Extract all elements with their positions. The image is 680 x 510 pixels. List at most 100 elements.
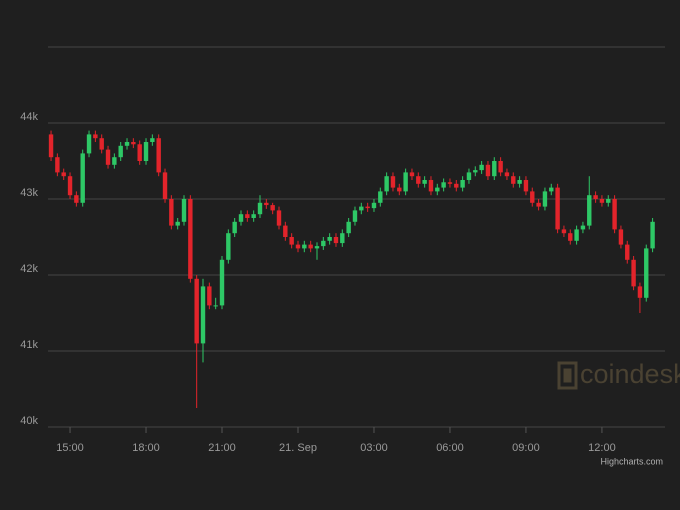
- candle-body: [644, 248, 649, 298]
- candle-body: [314, 246, 320, 249]
- candle-body: [194, 278, 199, 344]
- candle-body: [606, 199, 611, 203]
- candle-body: [143, 142, 149, 161]
- x-tick-label: 09:00: [512, 442, 540, 454]
- candle-body: [340, 233, 345, 244]
- candle-body: [245, 214, 250, 218]
- x-tick-label: 03:00: [360, 442, 388, 454]
- x-tick-label: 21. Sep: [279, 442, 317, 454]
- candle-body: [327, 237, 332, 241]
- candle-body: [555, 187, 560, 230]
- candle-body: [93, 134, 98, 139]
- candle-body: [397, 187, 402, 192]
- candle-body: [530, 191, 535, 203]
- candle-body: [593, 195, 598, 199]
- candle-body: [67, 176, 73, 196]
- candle-body: [61, 172, 66, 177]
- candle-body: [523, 180, 529, 192]
- candle-body: [105, 149, 111, 165]
- candle-body: [447, 182, 453, 184]
- candle-body: [48, 134, 54, 158]
- y-tick-label: 40k: [20, 415, 38, 427]
- candle-body: [390, 176, 396, 188]
- candle-body: [156, 138, 161, 173]
- x-tick-label: 18:00: [132, 442, 160, 454]
- candle-body: [232, 221, 237, 234]
- candle-body: [137, 144, 142, 161]
- candle-body: [270, 205, 275, 211]
- candle-body: [112, 157, 117, 165]
- candle-body: [162, 172, 168, 199]
- candle-body: [226, 233, 231, 260]
- candle-body: [55, 157, 60, 173]
- x-tick-label: 21:00: [208, 442, 236, 454]
- candle-body: [504, 172, 510, 177]
- candle-body: [213, 305, 218, 307]
- candle-body: [333, 237, 339, 244]
- candle-body: [587, 195, 592, 226]
- candle-body: [618, 229, 624, 245]
- candle-body: [454, 183, 459, 188]
- candle-body: [302, 244, 307, 249]
- candle-body: [352, 210, 358, 222]
- candle-body: [124, 142, 130, 146]
- candle-body: [409, 172, 415, 177]
- candle-body: [365, 206, 370, 209]
- candle-body: [181, 199, 187, 222]
- candle-body: [561, 229, 567, 234]
- candle-body: [542, 191, 548, 207]
- candle-body: [200, 286, 206, 344]
- x-tick-label: 06:00: [436, 442, 464, 454]
- candle-body: [80, 153, 85, 203]
- candle-body: [188, 199, 193, 279]
- candle-body: [612, 199, 617, 230]
- y-tick-label: 42k: [20, 263, 38, 275]
- candle-body: [175, 221, 180, 226]
- candle-body: [99, 138, 104, 150]
- candle-body: [422, 180, 427, 184]
- candle-body: [485, 164, 491, 177]
- candle-body: [276, 210, 282, 226]
- candle-body: [549, 187, 554, 192]
- candle-body: [378, 191, 383, 203]
- x-tick-label: 12:00: [588, 442, 616, 454]
- candle-body: [74, 195, 79, 203]
- candle-body: [441, 182, 446, 188]
- candle-body: [289, 237, 294, 245]
- candle-body: [599, 199, 605, 203]
- candle-body: [650, 221, 655, 249]
- candle-body: [403, 172, 408, 192]
- candle-body: [131, 142, 136, 145]
- candle-body: [416, 176, 421, 184]
- candle-body: [150, 138, 155, 142]
- candle-body: [346, 221, 351, 234]
- candle-body: [207, 286, 212, 306]
- candle-body: [371, 202, 377, 209]
- candle-body: [308, 244, 313, 249]
- candle-body: [492, 161, 497, 177]
- candle-body: [568, 233, 573, 241]
- candle-body: [257, 202, 263, 215]
- watermark: coindesk: [580, 359, 680, 389]
- credits: Highcharts.com: [600, 456, 663, 466]
- candle-body: [251, 214, 256, 218]
- candle-body: [511, 176, 516, 184]
- candle-body: [428, 180, 434, 192]
- candle-body: [118, 145, 123, 158]
- candle-body: [479, 164, 484, 171]
- candle-body: [169, 199, 174, 226]
- candle-body: [631, 259, 636, 287]
- candle-body: [580, 225, 586, 230]
- y-tick-label: 43k: [20, 187, 38, 199]
- candle-body: [264, 202, 269, 206]
- candle-body: [498, 161, 503, 173]
- candle-body: [283, 225, 288, 237]
- candle-body: [574, 229, 579, 241]
- candle-body: [460, 180, 465, 188]
- candle-body: [219, 259, 225, 306]
- candle-body: [295, 244, 301, 249]
- candle-body: [359, 206, 364, 211]
